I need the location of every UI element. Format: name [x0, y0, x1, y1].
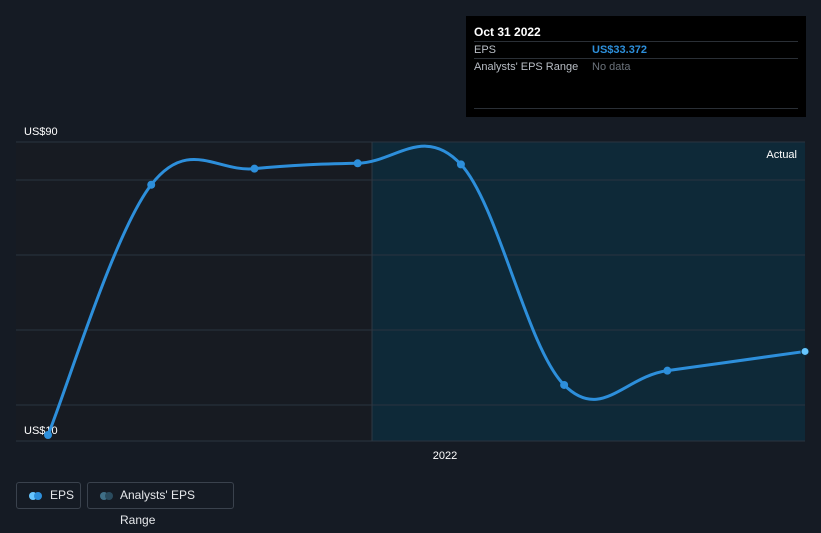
past-region	[16, 142, 372, 441]
legend-range-dot-a	[100, 492, 108, 500]
tooltip-eps-label: EPS	[474, 44, 497, 56]
tooltip-range-value: No data	[592, 61, 631, 73]
tooltip-eps-value: US$33.372	[592, 44, 648, 56]
eps-point-0[interactable]	[44, 431, 52, 439]
eps-series	[44, 144, 810, 439]
legend-range-dot-b	[105, 492, 113, 500]
tooltip-row-range: Analysts' EPS Range No data	[474, 58, 798, 76]
tooltip: Oct 31 2022 EPS US$33.372 Analysts' EPS …	[466, 16, 806, 117]
eps-point-1[interactable]	[147, 180, 156, 189]
tooltip-range-label: Analysts' EPS Range	[474, 61, 579, 73]
legend-eps-button[interactable]: EPS	[16, 482, 81, 509]
legend-eps-label: EPS	[50, 488, 75, 502]
eps-point-3[interactable]	[353, 159, 362, 168]
legend-range-button[interactable]: Analysts' EPS Range	[87, 482, 234, 527]
y-axis-top-label: US$90	[24, 126, 58, 138]
eps-point-4[interactable]	[456, 160, 465, 169]
legend-range-label: Analysts' EPS Range	[120, 488, 195, 527]
eps-point-6[interactable]	[663, 366, 672, 375]
tooltip-row-eps: EPS US$33.372	[474, 41, 798, 59]
eps-chart: US$90 US$10 Actual 2022	[16, 126, 810, 462]
actual-region	[372, 142, 805, 441]
eps-point-7[interactable]	[800, 346, 810, 356]
legend-eps-dot-b	[34, 492, 42, 500]
eps-point-2[interactable]	[250, 164, 259, 173]
tooltip-date: Oct 31 2022	[474, 25, 541, 39]
gridlines	[16, 141, 805, 442]
eps-point-5[interactable]	[560, 380, 569, 389]
x-tick-2022: 2022	[433, 450, 457, 462]
legend-eps-dot-a	[29, 492, 37, 500]
actual-label: Actual	[766, 149, 797, 161]
tooltip-divider	[474, 108, 798, 109]
